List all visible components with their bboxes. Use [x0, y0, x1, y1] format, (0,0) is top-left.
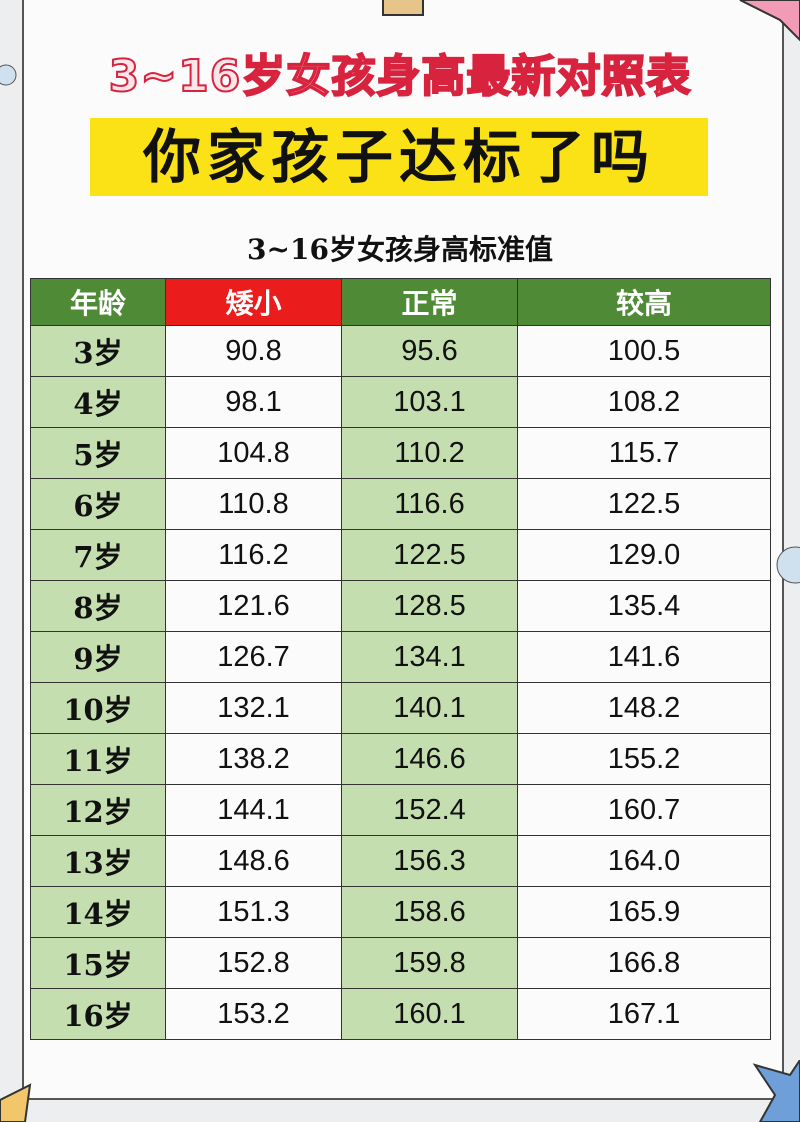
tall-cell: 108.2: [517, 376, 771, 428]
banner-highlight: [90, 118, 708, 196]
age-cell: 14岁: [30, 886, 166, 938]
normal-cell: 152.4: [341, 784, 518, 836]
table-row: 15岁 152.8 159.8 166.8: [30, 937, 771, 989]
age-cell: 4岁: [30, 376, 166, 428]
normal-cell: 134.1: [341, 631, 518, 683]
tall-cell: 122.5: [517, 478, 771, 530]
normal-cell: 160.1: [341, 988, 518, 1040]
age-cell: 7岁: [30, 529, 166, 581]
tall-cell: 135.4: [517, 580, 771, 632]
short-cell: 126.7: [165, 631, 342, 683]
age-cell: 6岁: [30, 478, 166, 530]
age-cell: 12岁: [30, 784, 166, 836]
short-cell: 148.6: [165, 835, 342, 887]
star-decoration-icon: [739, 0, 800, 42]
tall-cell: 148.2: [517, 682, 771, 734]
height-table: 年龄 矮小 正常 较高 3岁 90.8 95.6 100.5 4岁 98.1 103.1 108.2…: [30, 278, 771, 1040]
short-cell: 98.1: [165, 376, 342, 428]
normal-cell: 122.5: [341, 529, 518, 581]
short-cell: 144.1: [165, 784, 342, 836]
tall-cell: 160.7: [517, 784, 771, 836]
table-row: 5岁 104.8 110.2 115.7: [30, 427, 771, 479]
table-header-row: 年龄 矮小 正常 较高: [30, 278, 771, 326]
short-cell: 152.8: [165, 937, 342, 989]
tall-cell: 165.9: [517, 886, 771, 938]
age-cell: 13岁: [30, 835, 166, 887]
tall-cell: 115.7: [517, 427, 771, 479]
normal-cell: 103.1: [341, 376, 518, 428]
table-row: 8岁 121.6 128.5 135.4: [30, 580, 771, 632]
age-cell: 10岁: [30, 682, 166, 734]
table-row: 10岁 132.1 140.1 148.2: [30, 682, 771, 734]
age-cell: 15岁: [30, 937, 166, 989]
short-cell: 90.8: [165, 325, 342, 377]
table-row: 6岁 110.8 116.6 122.5: [30, 478, 771, 530]
page-title: 3~16岁女孩身高最新对照表: [108, 50, 692, 103]
table-title: 3~16岁女孩身高标准值: [247, 233, 553, 266]
tall-cell: 164.0: [517, 835, 771, 887]
tall-cell: 100.5: [517, 325, 771, 377]
tall-cell: 141.6: [517, 631, 771, 683]
table-row: 12岁 144.1 152.4 160.7: [30, 784, 771, 836]
normal-cell: 110.2: [341, 427, 518, 479]
normal-cell: 158.6: [341, 886, 518, 938]
tall-cell: 166.8: [517, 937, 771, 989]
short-cell: 116.2: [165, 529, 342, 581]
short-cell: 138.2: [165, 733, 342, 785]
table-row: 16岁 153.2 160.1 167.1: [30, 988, 771, 1040]
table-row: 11岁 138.2 146.6 155.2: [30, 733, 771, 785]
column-header: 较高: [517, 278, 771, 326]
short-cell: 121.6: [165, 580, 342, 632]
short-cell: 104.8: [165, 427, 342, 479]
star-decoration-icon: [0, 1083, 32, 1122]
table-row: 13岁 148.6 156.3 164.0: [30, 835, 771, 887]
table-row: 9岁 126.7 134.1 141.6: [30, 631, 771, 683]
age-cell: 5岁: [30, 427, 166, 479]
cloud-decoration-icon: [776, 546, 800, 584]
age-cell: 8岁: [30, 580, 166, 632]
banner-text: 你家孩子达标了吗: [142, 123, 655, 191]
normal-cell: 128.5: [341, 580, 518, 632]
table-row: 7岁 116.2 122.5 129.0: [30, 529, 771, 581]
table-row: 14岁 151.3 158.6 165.9: [30, 886, 771, 938]
short-cell: 153.2: [165, 988, 342, 1040]
normal-cell: 146.6: [341, 733, 518, 785]
normal-cell: 95.6: [341, 325, 518, 377]
age-cell: 3岁: [30, 325, 166, 377]
normal-cell: 159.8: [341, 937, 518, 989]
table-row: 3岁 90.8 95.6 100.5: [30, 325, 771, 377]
normal-cell: 116.6: [341, 478, 518, 530]
short-cell: 110.8: [165, 478, 342, 530]
cloud-decoration-icon: [0, 64, 17, 86]
normal-cell: 140.1: [341, 682, 518, 734]
age-cell: 16岁: [30, 988, 166, 1040]
column-header: 矮小: [165, 278, 342, 326]
normal-cell: 156.3: [341, 835, 518, 887]
age-cell: 9岁: [30, 631, 166, 683]
column-header: 年龄: [30, 278, 166, 326]
table-row: 4岁 98.1 103.1 108.2: [30, 376, 771, 428]
column-header: 正常: [341, 278, 518, 326]
book-decoration-icon: [382, 0, 424, 16]
tall-cell: 129.0: [517, 529, 771, 581]
age-cell: 11岁: [30, 733, 166, 785]
short-cell: 132.1: [165, 682, 342, 734]
star-decoration-icon: [752, 1060, 800, 1122]
tall-cell: 167.1: [517, 988, 771, 1040]
short-cell: 151.3: [165, 886, 342, 938]
tall-cell: 155.2: [517, 733, 771, 785]
